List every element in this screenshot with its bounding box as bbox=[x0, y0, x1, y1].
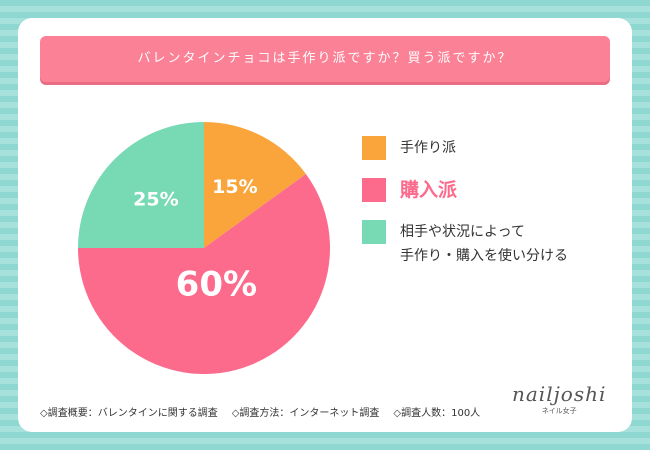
legend: 手作り派購入派相手や状況によって 手作り・購入を使い分ける bbox=[362, 136, 568, 286]
note: ◇調査概要：バレンタインに関する調査 bbox=[40, 408, 218, 419]
value-label: 60% bbox=[176, 265, 257, 305]
note: ◇調査人数：100人 bbox=[393, 408, 481, 419]
legend-swatch bbox=[362, 136, 386, 160]
legend-item: 購入派 bbox=[362, 178, 568, 202]
legend-item: 相手や状況によって 手作り・購入を使い分ける bbox=[362, 220, 568, 268]
legend-swatch bbox=[362, 178, 386, 202]
chart-title: バレンタインチョコは手作り派ですか？買う派ですか？ bbox=[40, 36, 610, 82]
value-label: 15% bbox=[212, 176, 257, 198]
pie-slice bbox=[204, 122, 306, 248]
legend-label: 相手や状況によって 手作り・購入を使い分ける bbox=[400, 224, 568, 264]
note: ◇調査方法：インターネット調査 bbox=[231, 408, 380, 419]
logo: nailjoshi ネイル女子 bbox=[512, 382, 606, 416]
legend-label: 手作り派 bbox=[400, 140, 456, 156]
legend-swatch bbox=[362, 220, 386, 244]
logo-text: nailjoshi bbox=[512, 382, 607, 406]
legend-item: 手作り派 bbox=[362, 136, 568, 160]
logo-subtext: ネイル女子 bbox=[541, 407, 577, 415]
value-label: 25% bbox=[133, 188, 178, 210]
legend-label: 購入派 bbox=[400, 179, 458, 201]
notes: ◇調査概要：バレンタインに関する調査 ◇調査方法：インターネット調査 ◇調査人数：1… bbox=[40, 404, 480, 419]
pie-slice bbox=[78, 173, 330, 374]
pie-slice bbox=[78, 122, 204, 248]
